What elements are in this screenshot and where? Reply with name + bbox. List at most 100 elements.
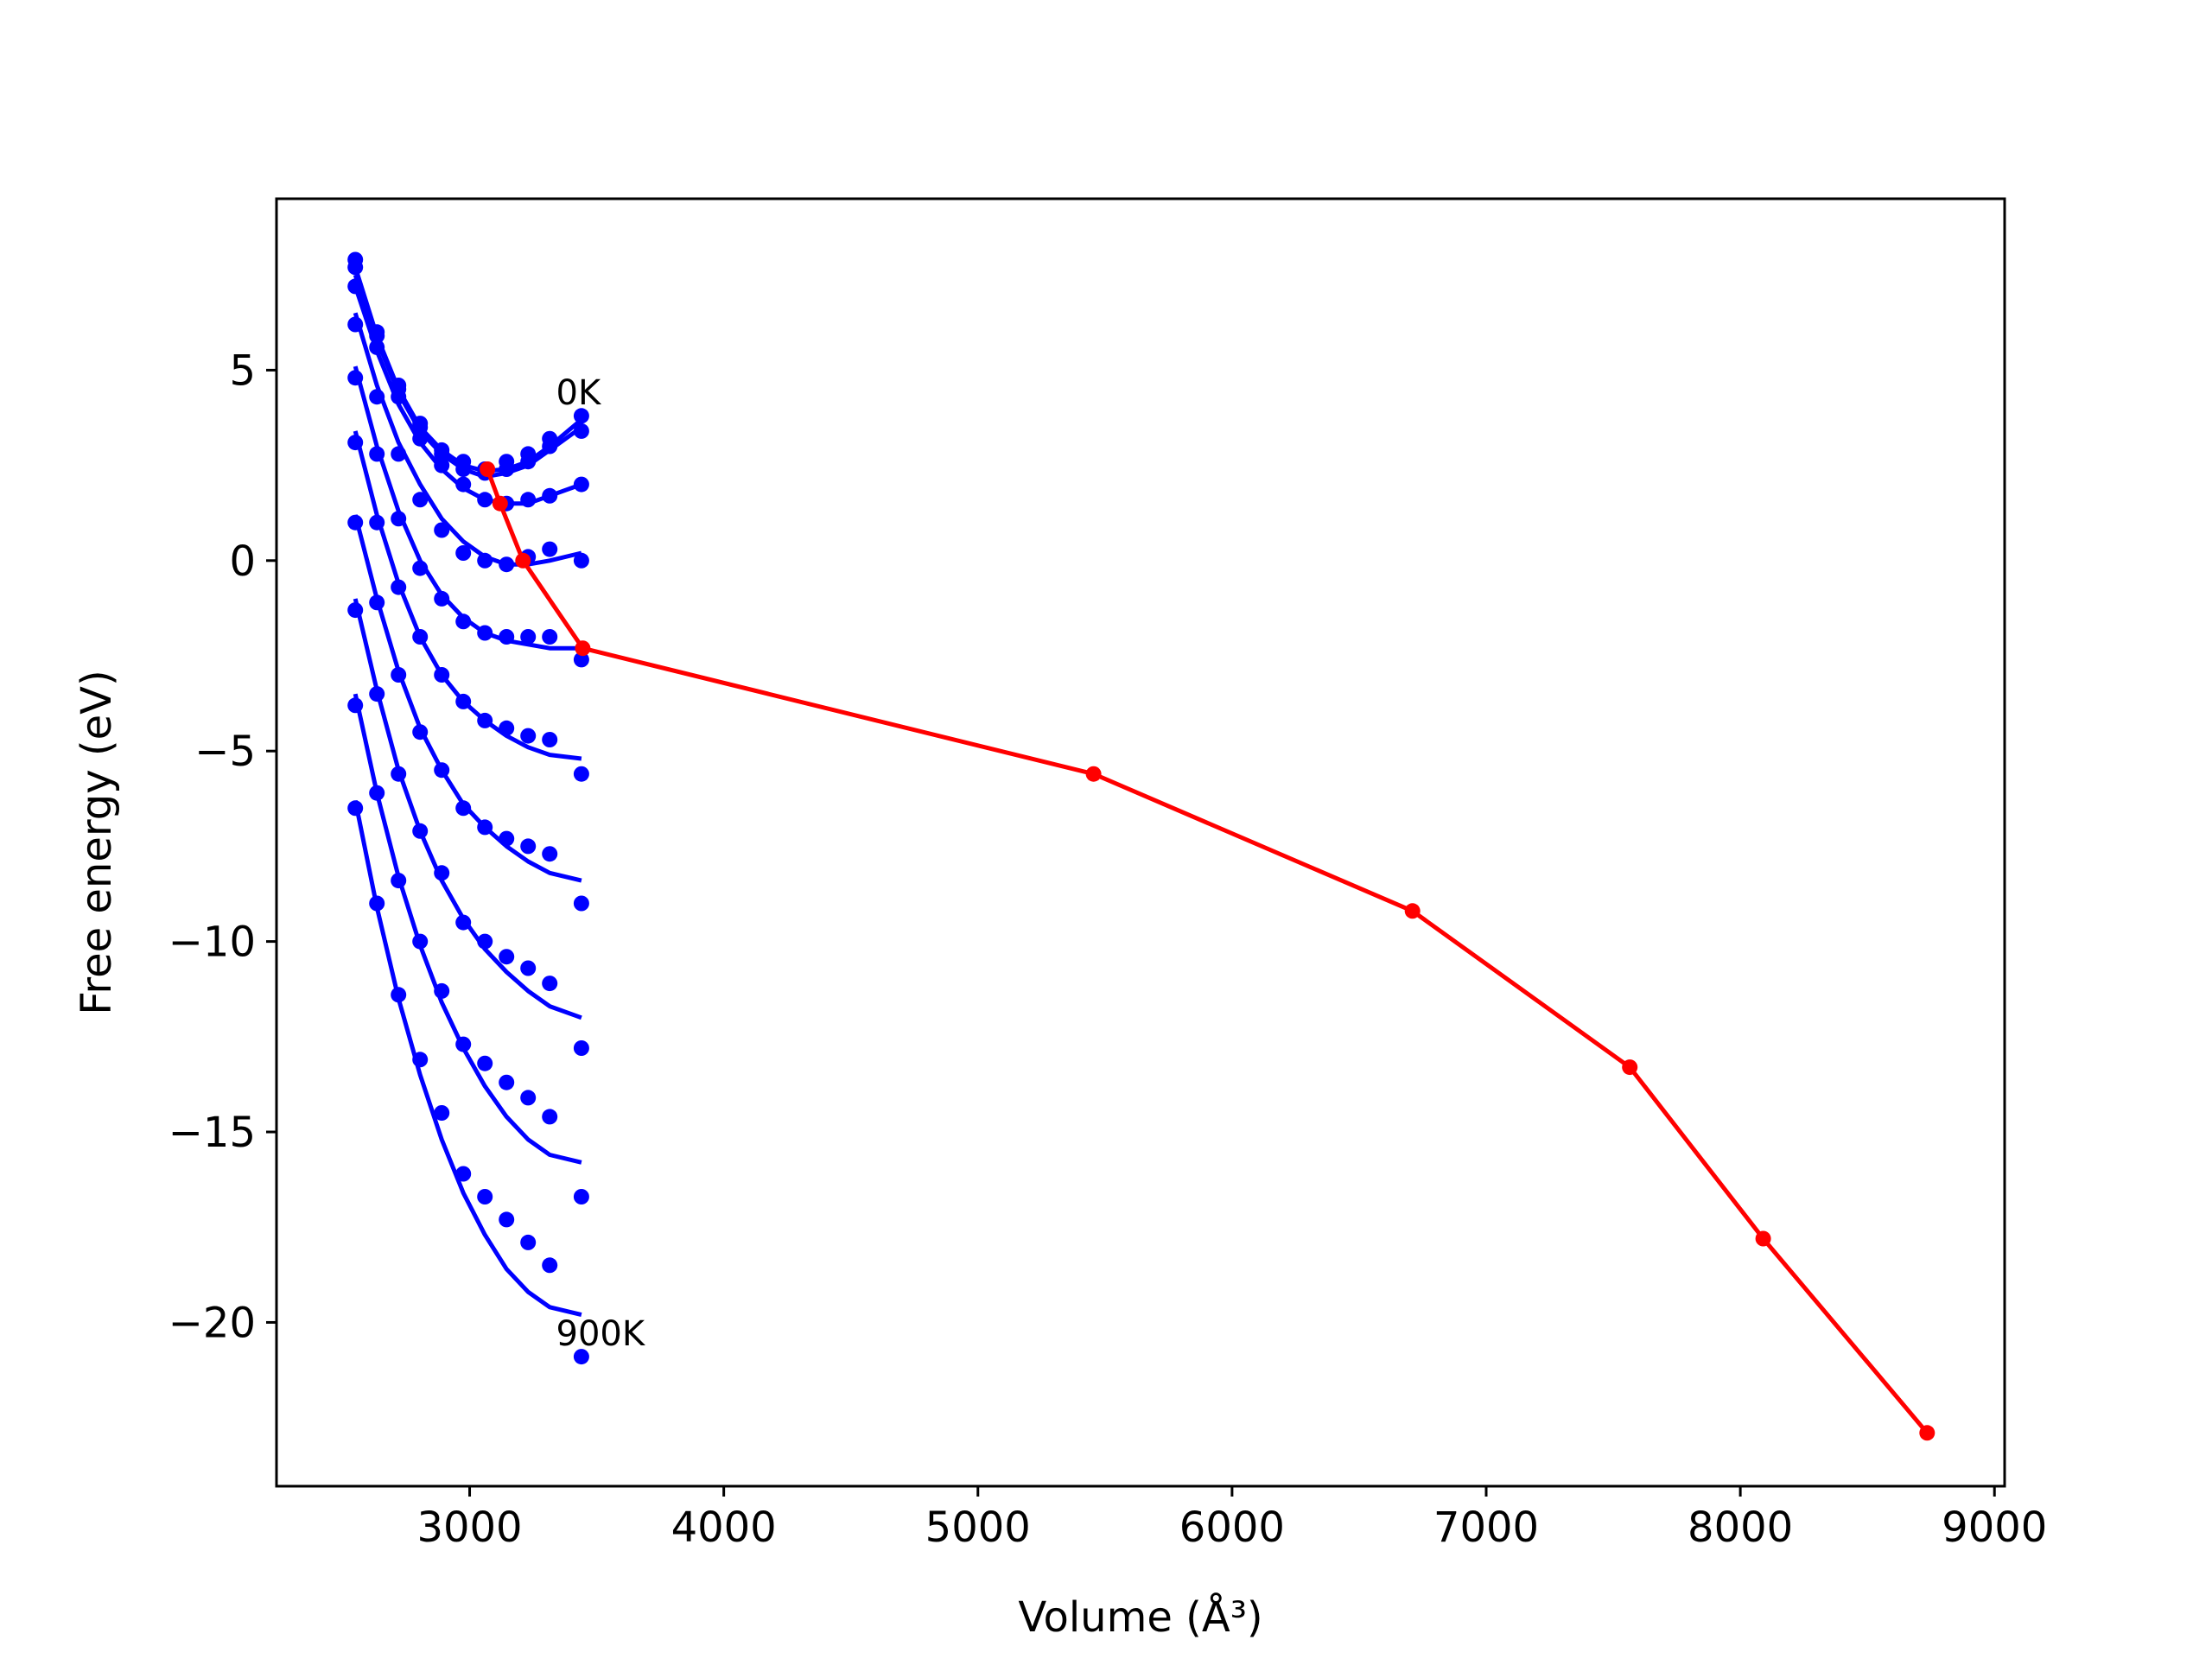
y-tick-label: −5 — [194, 728, 256, 776]
x-tick-label: 5000 — [925, 1503, 1031, 1552]
data-point — [369, 514, 385, 531]
data-point — [434, 865, 450, 881]
data-point — [455, 914, 472, 931]
x-tick-label: 8000 — [1688, 1503, 1793, 1552]
data-point — [542, 1109, 558, 1125]
data-point — [477, 492, 493, 508]
data-point — [369, 594, 385, 611]
data-point — [542, 846, 558, 862]
data-point — [499, 830, 515, 847]
x-tick-label: 6000 — [1179, 1503, 1285, 1552]
data-point — [412, 823, 429, 839]
data-point — [434, 762, 450, 779]
data-point — [434, 457, 450, 474]
data-point — [369, 785, 385, 801]
data-point — [434, 1105, 450, 1121]
minimum-point — [1404, 903, 1421, 919]
data-point — [573, 895, 589, 912]
data-point — [434, 982, 450, 999]
y-tick-label: 5 — [229, 346, 256, 395]
y-axis-label: Free energy (eV) — [73, 670, 121, 1014]
y-tick-label: −20 — [168, 1299, 256, 1347]
data-point — [520, 454, 537, 470]
data-point — [477, 712, 493, 728]
data-point — [455, 1036, 472, 1052]
data-point — [542, 732, 558, 747]
data-point — [573, 652, 589, 668]
data-point — [499, 629, 515, 645]
data-point — [412, 933, 429, 950]
data-point — [455, 613, 472, 630]
x-axis-label: Volume (Å³) — [1018, 1592, 1262, 1642]
data-point — [573, 476, 589, 493]
data-point — [542, 541, 558, 557]
data-point — [520, 728, 537, 744]
data-point — [477, 1055, 493, 1071]
y-tick-label: −10 — [168, 918, 256, 967]
minimum-point — [1919, 1425, 1936, 1441]
data-point — [477, 1189, 493, 1205]
data-point — [391, 766, 407, 782]
data-point — [542, 438, 558, 454]
x-tick-label: 3000 — [416, 1503, 522, 1552]
data-point — [542, 487, 558, 504]
data-point — [434, 667, 450, 683]
y-tick-label: 0 — [229, 537, 256, 586]
data-point — [412, 629, 429, 645]
data-point — [499, 556, 515, 573]
data-point — [573, 1349, 589, 1365]
data-point — [542, 629, 558, 645]
data-point — [391, 987, 407, 1003]
data-point — [347, 800, 364, 817]
data-point — [391, 446, 407, 462]
data-points — [347, 251, 589, 1365]
data-point — [434, 522, 450, 538]
fitted-curves — [353, 266, 583, 1318]
data-point — [573, 1040, 589, 1056]
fit-curve-9 — [353, 800, 582, 1318]
minimum-point — [1085, 766, 1102, 782]
minimum-point — [1755, 1230, 1771, 1247]
data-point — [347, 514, 364, 531]
data-point — [477, 625, 493, 641]
fit-curve-4 — [353, 365, 582, 651]
data-point — [520, 492, 537, 508]
data-point — [412, 492, 429, 508]
data-point — [499, 1211, 515, 1228]
data-point — [347, 435, 364, 451]
data-point — [369, 895, 385, 912]
annotations: 0K 900K — [556, 373, 646, 1354]
data-point — [412, 724, 429, 741]
data-point — [412, 430, 429, 447]
data-point — [391, 511, 407, 527]
data-point — [520, 1234, 537, 1250]
x-tick-label: 4000 — [671, 1503, 777, 1552]
data-point — [573, 423, 589, 439]
data-point — [499, 949, 515, 965]
y-tick-label: −15 — [168, 1109, 256, 1157]
minimum-point — [480, 461, 496, 477]
data-point — [391, 873, 407, 889]
x-tick-label: 7000 — [1433, 1503, 1539, 1552]
data-point — [499, 720, 515, 736]
data-point — [412, 1052, 429, 1068]
data-point — [412, 560, 429, 576]
minimum-point — [1622, 1059, 1638, 1076]
x-tick-label: 9000 — [1942, 1503, 2047, 1552]
fit-curve-3 — [353, 312, 582, 567]
data-point — [347, 602, 364, 619]
data-point — [391, 667, 407, 683]
plot-frame — [275, 197, 2006, 1488]
data-point — [455, 693, 472, 709]
data-point — [369, 327, 385, 344]
data-point — [573, 766, 589, 782]
data-point — [347, 370, 364, 386]
data-point — [520, 629, 537, 645]
data-point — [542, 976, 558, 992]
data-point — [434, 590, 450, 607]
data-point — [347, 259, 364, 276]
data-point — [477, 552, 493, 569]
data-point — [369, 686, 385, 702]
minimum-point — [575, 640, 591, 657]
